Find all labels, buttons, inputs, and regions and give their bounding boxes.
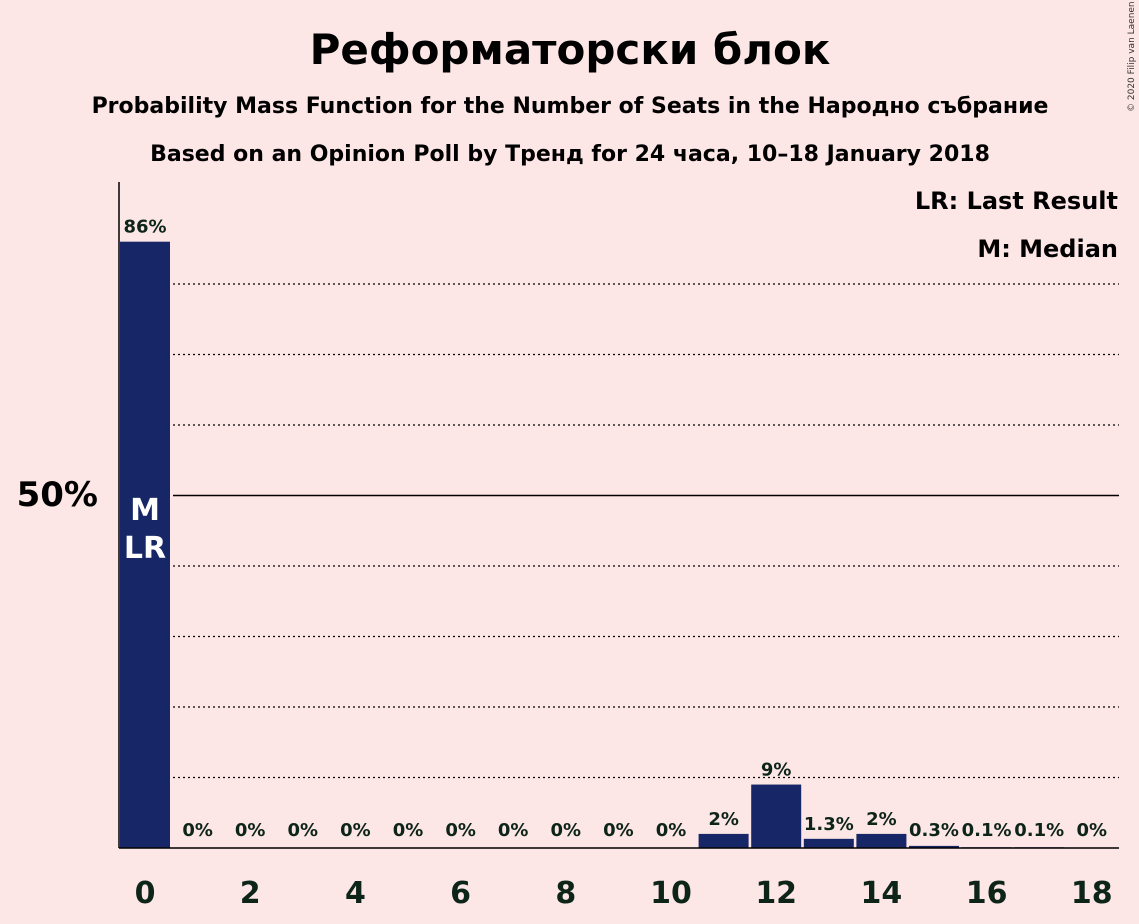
chart-subtitle-1: Probability Mass Function for the Number… bbox=[92, 94, 1049, 119]
data-labels: 86%0% 0% 0% 0% 0% 0% 0% 0% 0% 0%2%9%1.3% 2%0.3% 0.1… bbox=[123, 217, 1107, 841]
data-label-0: 86% bbox=[123, 217, 166, 238]
data-label-6: 0% bbox=[445, 820, 476, 841]
x-tick-label-18: 18 bbox=[1071, 876, 1113, 911]
data-label-7: 0% bbox=[498, 820, 529, 841]
bar-14 bbox=[856, 833, 907, 848]
x-axis-ticks: 0 2 4 6 8 10 12 14 16 18 bbox=[135, 876, 1113, 911]
data-label-13: 1.3% bbox=[804, 814, 854, 835]
chart-subtitle-2: Based on an Opinion Poll by Тренд for 24… bbox=[150, 142, 990, 167]
bar-12 bbox=[751, 784, 802, 848]
bar-0 bbox=[120, 241, 170, 848]
data-label-18: 0% bbox=[1077, 820, 1108, 841]
bar-15 bbox=[909, 845, 959, 848]
data-label-17: 0.1% bbox=[1014, 820, 1064, 841]
bar-marks: MLR bbox=[124, 493, 166, 566]
copyright-credit: © 2020 Filip van Laenen bbox=[1127, 1, 1137, 112]
x-tick-label-10: 10 bbox=[650, 876, 692, 911]
x-tick-label-14: 14 bbox=[861, 876, 903, 911]
bar-13 bbox=[803, 838, 854, 848]
bar-mark-m: M bbox=[130, 493, 160, 528]
data-label-11: 2% bbox=[708, 809, 739, 830]
data-label-15: 0.3% bbox=[909, 820, 959, 841]
legend-last-result: LR: Last Result bbox=[915, 187, 1118, 215]
x-tick-label-16: 16 bbox=[966, 876, 1008, 911]
data-label-9: 0% bbox=[603, 820, 634, 841]
x-tick-label-6: 6 bbox=[450, 876, 471, 911]
x-tick-label-8: 8 bbox=[555, 876, 576, 911]
data-label-1: 0% bbox=[182, 820, 213, 841]
data-label-16: 0.1% bbox=[962, 820, 1012, 841]
data-label-3: 0% bbox=[288, 820, 319, 841]
x-tick-label-2: 2 bbox=[240, 876, 261, 911]
data-label-10: 0% bbox=[656, 820, 687, 841]
chart-title: Реформаторски блок bbox=[310, 25, 831, 74]
data-label-14: 2% bbox=[866, 809, 897, 830]
data-label-2: 0% bbox=[235, 820, 266, 841]
bars bbox=[120, 241, 1065, 849]
data-label-5: 0% bbox=[393, 820, 424, 841]
bar-mark-lr: LR bbox=[124, 531, 166, 566]
data-label-8: 0% bbox=[551, 820, 582, 841]
gridlines bbox=[173, 283, 1119, 779]
data-label-12: 9% bbox=[761, 760, 792, 781]
y-tick-label-50: 50% bbox=[17, 475, 98, 515]
x-tick-label-12: 12 bbox=[755, 876, 797, 911]
x-tick-label-4: 4 bbox=[345, 876, 366, 911]
bar-11 bbox=[698, 833, 749, 848]
x-tick-label-0: 0 bbox=[135, 876, 156, 911]
legend-median: M: Median bbox=[977, 235, 1118, 263]
data-label-4: 0% bbox=[340, 820, 371, 841]
